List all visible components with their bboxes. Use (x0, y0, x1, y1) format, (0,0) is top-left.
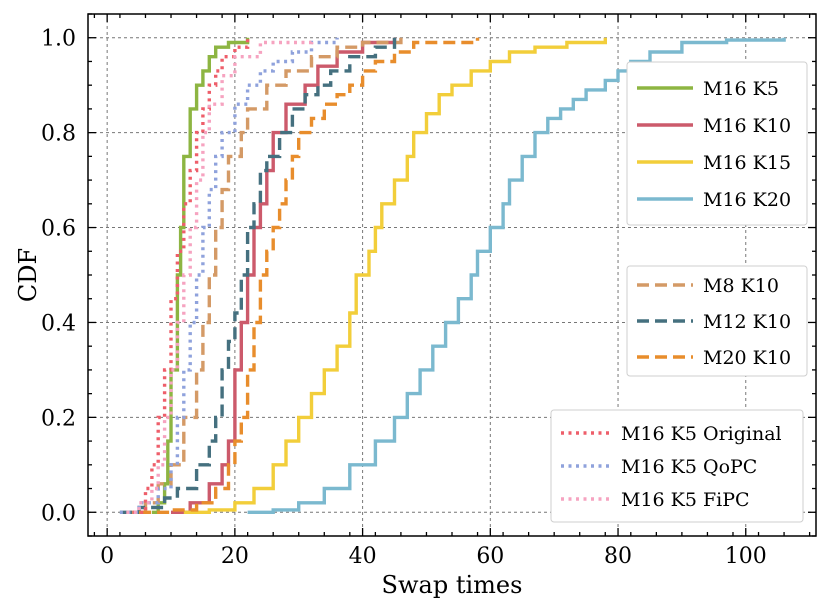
y-tick-label: 0.0 (41, 501, 76, 526)
legend-label-m16-k15: M16 K15 (703, 152, 791, 174)
series-line-m16-k5-qopc (119, 37, 339, 514)
series-line-m16-k20 (247, 37, 786, 514)
legend-box (626, 265, 808, 377)
series-line-m16-k5 (151, 37, 250, 514)
legend-label-m20-k10: M20 K10 (703, 347, 791, 369)
x-tick-label: 60 (476, 544, 504, 569)
legend-group-1: M16 K5 M16 K10 M16 K15 M16 K20 (626, 61, 808, 226)
x-axis-label: Swap times (382, 571, 523, 599)
y-tick-label: 0.8 (41, 122, 76, 147)
series-line-m16-k5-fipc (126, 37, 314, 514)
legend-label-m16-k5-original: M16 K5 Original (621, 423, 782, 445)
legend-label-m16-k5: M16 K5 (703, 78, 779, 100)
x-tick-label: 100 (725, 544, 767, 569)
series-line-m12-k10 (119, 37, 397, 514)
legend-label-m12-k10: M12 K10 (703, 311, 791, 333)
legend-box (550, 409, 804, 523)
legends: M16 K5 M16 K10 M16 K15 M16 K20 M8 K10 M12 K10… (550, 61, 808, 523)
x-tick-label: 80 (604, 544, 632, 569)
y-tick-label: 0.2 (41, 406, 76, 431)
legend-label-m16-k10: M16 K10 (703, 115, 791, 137)
legend-group-3: M16 K5 Original M16 K5 QoPC M16 K5 FiPC (550, 409, 804, 523)
legend-label-m16-k20: M16 K20 (703, 189, 791, 211)
y-tick-label: 0.4 (41, 311, 76, 336)
x-tick-label: 40 (349, 544, 377, 569)
x-tick-label: 20 (221, 544, 249, 569)
legend-box (626, 61, 808, 226)
legend-group-2: M8 K10 M12 K10 M20 K10 (626, 265, 808, 377)
legend-label-m16-k5-qopc: M16 K5 QoPC (621, 456, 757, 478)
legend-label-m8-k10: M8 K10 (703, 275, 779, 297)
y-axis-label: CDF (14, 248, 42, 302)
axis-ticks: 0 20 40 60 80 100 0.0 0.2 0.4 0.6 0.8 1.0 (41, 13, 816, 569)
y-tick-label: 0.6 (41, 217, 76, 242)
series-line-m16-k10 (171, 37, 397, 514)
x-tick-label: 0 (100, 544, 114, 569)
y-tick-label: 1.0 (41, 27, 76, 52)
series-line-m20-k10 (139, 37, 480, 514)
legend-label-m16-k5-fipc: M16 K5 FiPC (621, 489, 750, 511)
series-line-m16-k15 (183, 37, 607, 514)
series-lines (119, 37, 786, 514)
